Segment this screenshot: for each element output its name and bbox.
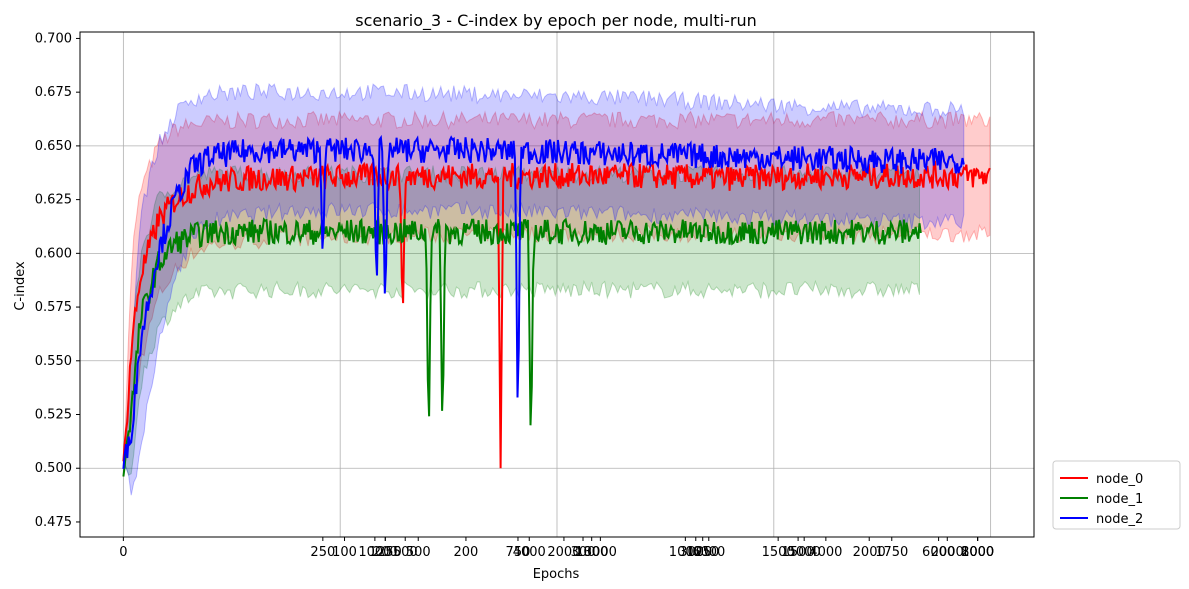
y-axis-ticks: 0.475 0.500 0.525 0.550 0.575 0.600 0.625 0.650…: [35, 31, 80, 530]
x-tick-label: 0: [119, 545, 127, 560]
x-tick-label: 4000: [809, 545, 842, 560]
legend: node_0 node_1 node_2: [1052, 460, 1181, 530]
x-tick-label: 2000: [853, 545, 886, 560]
x-tick-label: 6000: [922, 545, 955, 560]
x-tick-label: 2000: [931, 545, 964, 560]
x-tick-label: 5000: [788, 545, 821, 560]
series-line-node_2: [122, 134, 965, 469]
x-tick-label: 750: [506, 545, 531, 560]
x-tick-label: 2000: [547, 545, 580, 560]
x-tick-label: 1500: [782, 545, 815, 560]
legend-label-node_1: node_1: [1096, 492, 1143, 507]
y-axis-label: C-index: [13, 261, 28, 311]
x-tick-label: 2000: [961, 545, 994, 560]
x-tick-label: 8000: [961, 545, 994, 560]
x-tick-label: 3000: [584, 545, 617, 560]
x-tick-label: 500: [393, 545, 418, 560]
x-tick-label: 300: [571, 545, 596, 560]
x-tick-label: 1000: [669, 545, 702, 560]
y-tick-label: 0.625: [35, 193, 72, 208]
x-tick-label: 6000: [692, 545, 725, 560]
y-tick-label: 0.575: [35, 300, 72, 315]
y-tick-label: 0.475: [35, 515, 72, 530]
y-tick-label: 0.700: [35, 31, 72, 46]
legend-label-node_0: node_0: [1096, 472, 1143, 487]
series-line-node_0: [122, 160, 991, 469]
x-tick-label: 1000: [575, 545, 608, 560]
x-tick-label: 1000: [961, 545, 994, 560]
x-tick-label: 200: [373, 545, 398, 560]
y-tick-label: 0.550: [35, 354, 72, 369]
x-tick-label: 1750: [875, 545, 908, 560]
x-tick-label: 200: [454, 545, 479, 560]
y-tick-label: 0.650: [35, 139, 72, 154]
plot-area: [79, 31, 1035, 538]
x-tick-label: 1500: [762, 545, 795, 560]
x-tick-label: 500: [406, 545, 431, 560]
y-tick-label: 0.600: [35, 246, 72, 261]
legend-label-node_2: node_2: [1096, 512, 1143, 527]
x-tick-label: 4000: [513, 545, 546, 560]
chart-title: scenario_3 - C-index by epoch per node, …: [355, 11, 756, 31]
x-tick-label: 250: [310, 545, 335, 560]
y-tick-label: 0.500: [35, 461, 72, 476]
plot-frame: [79, 31, 1035, 538]
y-tick-label: 0.525: [35, 408, 72, 423]
x-tick-label: 3000: [679, 545, 712, 560]
series-line-node_1: [122, 215, 922, 477]
x-tick-label: 1000: [358, 545, 391, 560]
x-tick-label: 100: [332, 545, 357, 560]
x-tick-label: 1250: [686, 545, 719, 560]
x-tick-label: 1250: [369, 545, 402, 560]
y-tick-label: 0.675: [35, 85, 72, 100]
x-axis-label: Epochs: [533, 567, 580, 582]
